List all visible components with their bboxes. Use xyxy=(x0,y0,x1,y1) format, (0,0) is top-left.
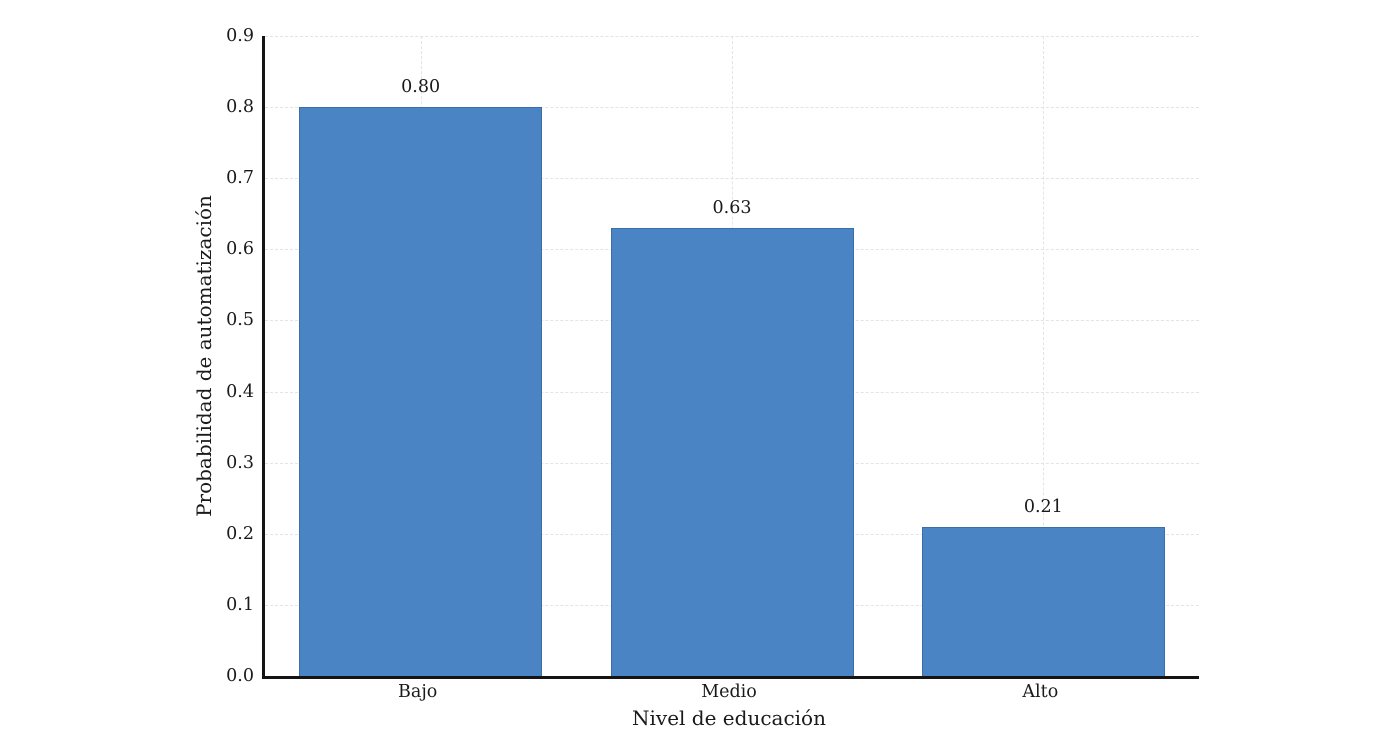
bar-value-label: 0.63 xyxy=(712,198,752,218)
bar-bajo xyxy=(299,107,543,676)
bar-alto xyxy=(921,526,1165,676)
x-tick-label: Medio xyxy=(701,682,757,702)
x-tick-label: Alto xyxy=(1022,682,1059,702)
y-tick-label: 0.3 xyxy=(226,452,254,473)
x-tick-label: Bajo xyxy=(398,682,438,702)
x-axis-label: Nivel de educación xyxy=(632,706,826,730)
y-tick-label: 0.1 xyxy=(226,594,254,615)
y-tick-label: 0.8 xyxy=(226,97,254,118)
y-tick-label: 0.4 xyxy=(226,381,254,402)
y-tick-label: 0.5 xyxy=(226,310,254,331)
y-tick-label: 0.0 xyxy=(226,666,254,686)
v-gridline xyxy=(1043,36,1045,676)
y-tick-label: 0.9 xyxy=(226,26,254,46)
plot-area: 0.80 0.63 0.21 xyxy=(262,36,1199,679)
bar-value-label: 0.80 xyxy=(401,77,441,98)
y-tick-label: 0.2 xyxy=(226,523,254,544)
bar-value-label: 0.21 xyxy=(1023,496,1063,517)
y-tick-label: 0.7 xyxy=(226,168,254,189)
bar-medio xyxy=(610,228,854,676)
y-tick-label: 0.6 xyxy=(226,239,254,260)
